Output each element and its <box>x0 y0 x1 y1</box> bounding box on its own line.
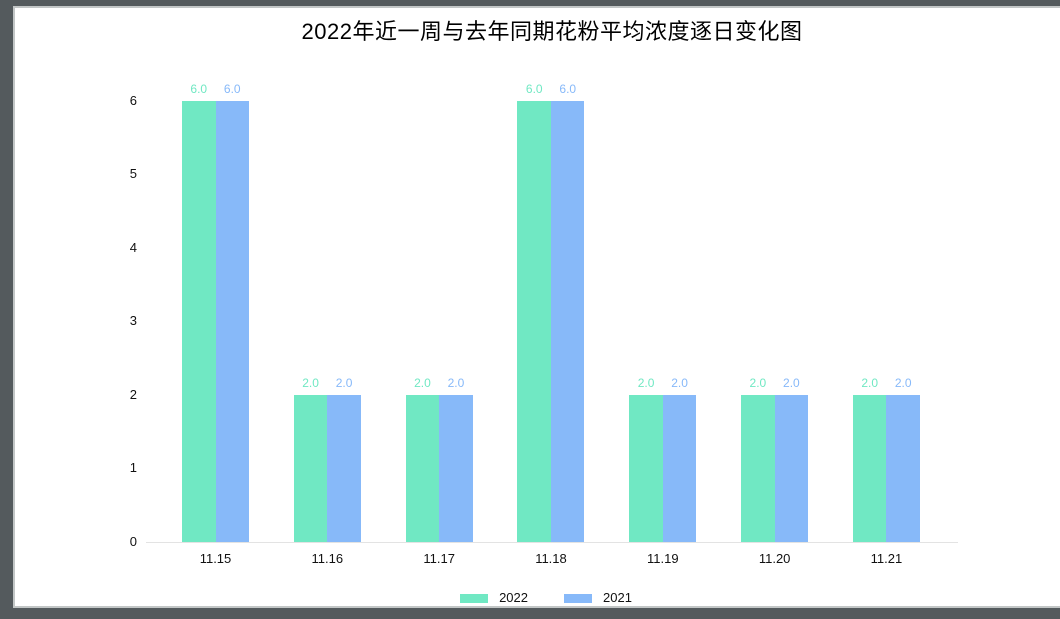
x-axis-tick-label: 11.19 <box>647 551 679 566</box>
bar-value-label: 2.0 <box>302 375 319 390</box>
y-axis-tick-label: 0 <box>129 534 137 549</box>
bar-2022-11.21 <box>852 394 887 542</box>
x-axis-tick-label: 11.18 <box>535 551 567 566</box>
chart-title: 2022年近一周与去年同期花粉平均浓度逐日变化图 <box>301 19 803 44</box>
bar-value-label: 2.0 <box>637 375 655 390</box>
bar-2022-11.15 <box>182 100 216 542</box>
bar-value-label: 2.0 <box>861 375 879 390</box>
x-axis-line <box>146 542 958 543</box>
bar-2022-11.20 <box>741 394 775 542</box>
bar-2022-11.18 <box>517 100 551 542</box>
bar-2021-11.20 <box>774 394 809 542</box>
bar-value-label: 2.0 <box>749 375 767 390</box>
bar-value-label: 6.0 <box>559 81 577 96</box>
bar-value-label: 6.0 <box>223 81 241 96</box>
legend-item-2021: 2021 <box>564 591 632 605</box>
bar-2021-11.16 <box>327 394 361 542</box>
bar-2021-11.19 <box>662 394 697 542</box>
y-axis-tick-label: 6 <box>129 92 137 108</box>
bar-value-label: 2.0 <box>447 375 465 390</box>
legend-swatch-icon <box>460 593 489 603</box>
chart-legend: 2022 2021 <box>0 589 1060 607</box>
y-axis-tick-label: 4 <box>129 239 137 255</box>
legend-swatch-icon <box>564 593 592 603</box>
bar-2021-11.21 <box>886 394 920 542</box>
x-axis-tick-label: 11.17 <box>423 551 455 566</box>
bar-value-label: 2.0 <box>414 375 431 390</box>
bar-value-label: 6.0 <box>525 81 543 96</box>
bar-2022-11.16 <box>293 394 328 542</box>
bar-value-label: 2.0 <box>783 375 800 390</box>
bar-2021-11.17 <box>439 394 473 542</box>
x-axis-tick-label: 11.21 <box>870 551 903 566</box>
bar-2022-11.17 <box>405 394 440 542</box>
legend-label: 2022 <box>499 590 528 605</box>
bar-2021-11.18 <box>550 100 585 542</box>
legend-label: 2021 <box>603 590 632 605</box>
y-axis-tick-label: 5 <box>129 166 137 182</box>
legend-item-2022: 2022 <box>460 591 528 605</box>
x-axis-tick-label: 11.16 <box>311 551 344 566</box>
y-axis-tick-label: 3 <box>129 313 137 329</box>
bar-value-label: 2.0 <box>335 375 353 390</box>
x-axis-tick-label: 11.20 <box>758 551 791 566</box>
y-axis-tick-label: 2 <box>129 386 137 402</box>
bar-2021-11.15 <box>215 100 249 542</box>
bar-value-label: 2.0 <box>671 375 688 390</box>
bar-value-label: 6.0 <box>190 81 208 96</box>
y-axis-tick-label: 1 <box>129 460 137 476</box>
x-axis-tick-label: 11.15 <box>199 551 232 566</box>
bar-value-label: 2.0 <box>894 375 912 390</box>
bar-2022-11.19 <box>629 394 663 542</box>
